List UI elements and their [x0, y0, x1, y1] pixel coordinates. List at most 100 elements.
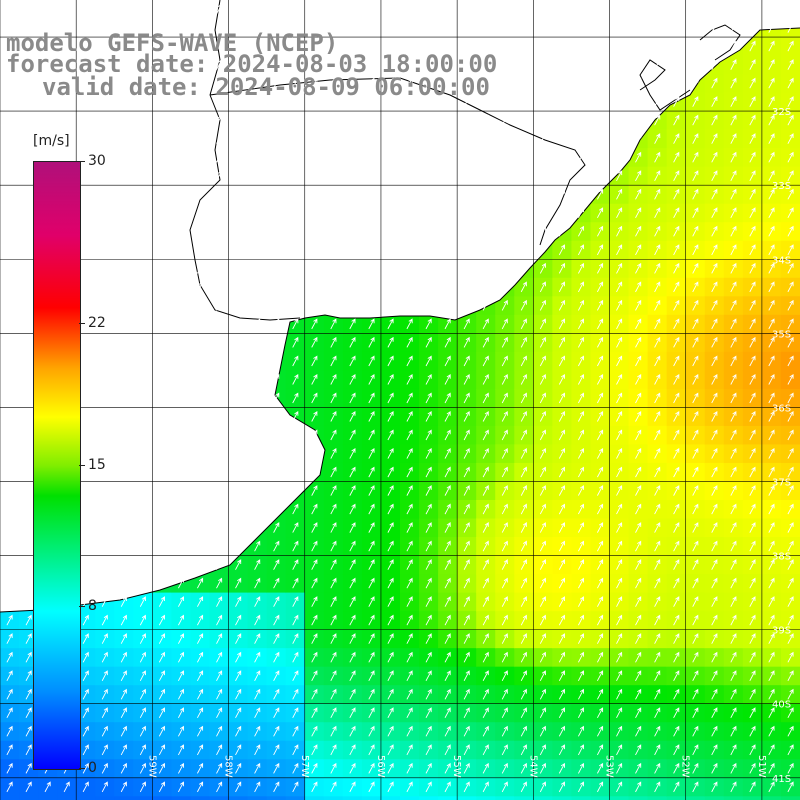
wind-arrow	[120, 485, 127, 496]
latitude-label: 41S	[772, 774, 791, 785]
wind-arrow	[82, 559, 89, 570]
latitude-label: 32S	[772, 107, 791, 118]
wind-arrow	[6, 392, 13, 404]
wind-arrow	[6, 96, 13, 107]
wind-arrow	[120, 781, 127, 793]
wind-speed-cell	[171, 796, 192, 800]
wind-arrow	[25, 429, 32, 441]
wind-arrow	[139, 59, 146, 70]
wind-arrow	[25, 40, 32, 52]
wind-arrow	[63, 96, 70, 107]
wind-arrow	[82, 281, 89, 293]
wind-arrow	[44, 151, 51, 163]
wind-arrow	[120, 392, 127, 404]
wind-arrow	[120, 244, 127, 256]
wind-arrow	[25, 744, 32, 756]
wind-arrow	[6, 114, 13, 126]
wind-arrow	[101, 114, 108, 126]
wind-speed-cell	[628, 796, 649, 800]
wind-arrow	[25, 559, 32, 570]
wind-arrow	[25, 188, 32, 200]
longitude-label: 52W	[680, 755, 691, 778]
wind-arrow	[25, 725, 32, 737]
wind-arrow	[25, 262, 32, 274]
latitude-label: 38S	[772, 552, 791, 563]
wind-arrow	[25, 688, 32, 700]
wind-arrow	[6, 262, 13, 274]
wind-arrow	[120, 688, 127, 700]
wind-arrow	[120, 77, 127, 89]
wind-arrow	[120, 373, 127, 385]
wind-arrow	[101, 447, 108, 459]
wind-arrow	[139, 244, 146, 256]
wind-arrow	[101, 725, 108, 737]
land-mask	[0, 0, 800, 612]
wind-arrow	[25, 336, 32, 348]
longitude-label: 59W	[146, 755, 157, 778]
wind-arrow	[6, 670, 13, 682]
wind-arrow	[63, 151, 70, 163]
wind-arrow	[25, 540, 32, 552]
wind-arrow	[101, 522, 108, 533]
wind-arrow	[6, 244, 13, 256]
wind-arrow	[25, 522, 32, 533]
wind-arrow	[6, 188, 13, 200]
wind-arrow	[6, 77, 13, 89]
wind-arrow	[25, 318, 32, 330]
wind-arrow	[82, 373, 89, 385]
wind-arrow	[120, 707, 127, 719]
wind-arrow	[120, 114, 127, 126]
wind-arrow	[25, 577, 32, 589]
wind-arrow	[139, 170, 146, 182]
wind-arrow	[6, 170, 13, 182]
wind-arrow	[25, 3, 32, 15]
wind-arrow	[101, 244, 108, 256]
wind-arrow	[6, 299, 13, 311]
wind-arrow	[25, 77, 32, 89]
wind-arrow	[44, 22, 51, 33]
wind-arrow	[101, 466, 108, 478]
land-polygon	[0, 0, 800, 612]
wind-arrow	[82, 614, 89, 626]
wind-arrow	[139, 40, 146, 52]
wind-arrow	[82, 447, 89, 459]
wind-arrow	[139, 188, 146, 200]
wind-speed-cell	[304, 796, 325, 800]
longitude-label: 51W	[756, 755, 767, 778]
wind-speed-cell	[647, 796, 668, 800]
wind-speed-cell	[209, 796, 230, 800]
wind-arrow	[82, 262, 89, 274]
wind-arrow	[25, 244, 32, 256]
wind-arrow	[63, 3, 70, 15]
wind-speed-cell	[761, 796, 782, 800]
wind-arrow	[101, 485, 108, 496]
wind-arrow	[25, 503, 32, 515]
wind-arrow	[101, 688, 108, 700]
wind-arrow	[6, 336, 13, 348]
wind-speed-cell	[609, 796, 630, 800]
longitude-label: 55W	[451, 755, 462, 778]
wind-arrow	[25, 762, 32, 774]
wind-arrow	[6, 651, 13, 663]
wind-arrow	[6, 485, 13, 496]
wind-arrow	[82, 725, 89, 737]
wind-arrow	[25, 651, 32, 663]
wind-arrow	[101, 429, 108, 441]
wind-arrow	[25, 299, 32, 311]
wind-arrow	[6, 133, 13, 144]
wind-arrow	[139, 207, 146, 219]
wind-arrow	[120, 22, 127, 33]
wind-arrow	[44, 59, 51, 70]
wind-arrow	[82, 651, 89, 663]
wind-arrow	[82, 151, 89, 163]
wind-arrow	[63, 114, 70, 126]
wind-arrow	[82, 318, 89, 330]
wind-arrow	[101, 262, 108, 274]
wind-arrow	[82, 207, 89, 219]
wind-arrow	[82, 762, 89, 774]
wind-speed-cell	[723, 796, 744, 800]
wind-arrow	[44, 3, 51, 15]
wind-arrow	[6, 373, 13, 385]
wind-arrow	[6, 503, 13, 515]
